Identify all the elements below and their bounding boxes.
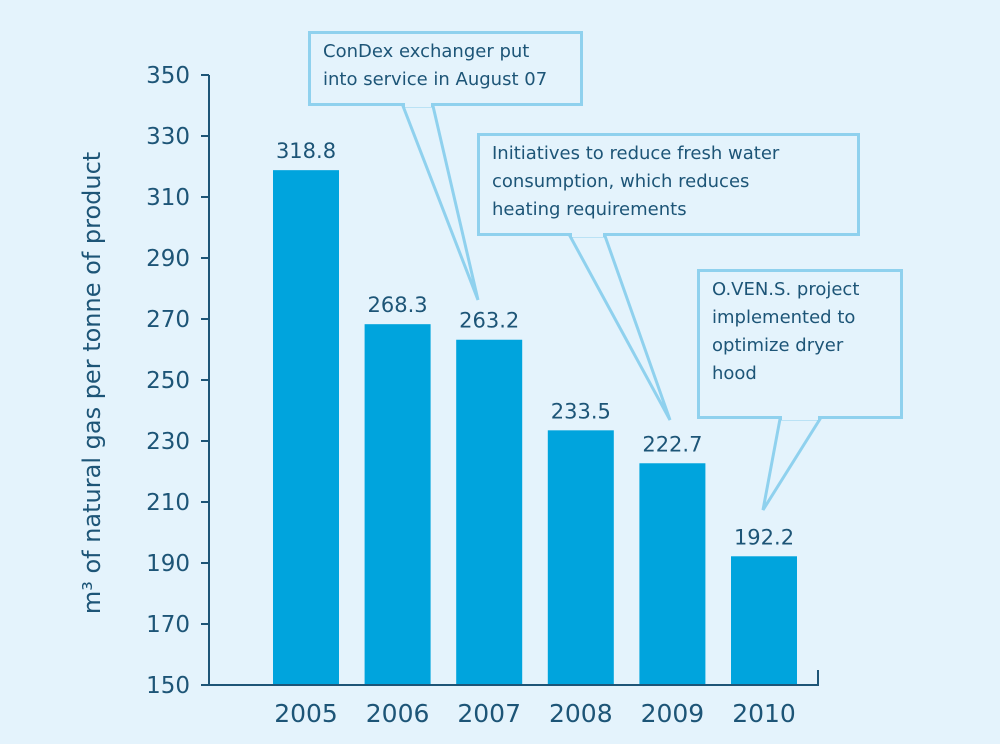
y-tick-label: 330 (146, 124, 190, 150)
data-label-2005: 318.8 (276, 139, 336, 163)
x-tick-labels: 2005 2006 2007 2008 2009 2010 (274, 699, 796, 728)
y-axis-label: m³ of natural gas per tonne of product (78, 152, 106, 614)
x-tick-label-2005: 2005 (274, 699, 338, 728)
y-tick-label: 190 (146, 551, 190, 577)
y-tick-label: 250 (146, 368, 190, 394)
callout-line: heating requirements (492, 199, 687, 220)
data-label-2007: 263.2 (459, 309, 519, 333)
callout-join-condex (405, 103, 431, 107)
callout-pointers (400, 104, 823, 511)
bar-2009 (639, 463, 706, 685)
callout-line: optimize dryer (712, 335, 844, 356)
x-tick-label-2010: 2010 (732, 699, 796, 728)
data-label-2008: 233.5 (551, 399, 611, 423)
y-tick-label: 150 (146, 673, 190, 699)
data-label-2010: 192.2 (734, 525, 794, 549)
callout-ovens: O.VEN.S. project implemented to optimize d… (697, 269, 903, 419)
bar-2010 (731, 556, 797, 685)
y-tick-label: 210 (146, 490, 190, 516)
callout-line: implemented to (712, 307, 856, 328)
callout-line: O.VEN.S. project (712, 279, 860, 300)
y-tick-label: 170 (146, 612, 190, 638)
x-tick-label-2006: 2006 (366, 699, 430, 728)
x-tick-label-2008: 2008 (549, 699, 613, 728)
x-tick-label-2009: 2009 (641, 699, 705, 728)
data-label-2009: 222.7 (642, 432, 702, 456)
callout-join-ovens (782, 416, 818, 420)
callout-line: into service in August 07 (323, 69, 548, 90)
data-labels: 318.8 268.3 263.2 233.5 222.7 192.2 (276, 139, 794, 549)
y-tick-label: 230 (146, 429, 190, 455)
y-tick-label: 290 (146, 246, 190, 272)
callout-line: Initiatives to reduce fresh water (492, 143, 780, 164)
callout-line: ConDex exchanger put (323, 41, 530, 62)
callout-water: Initiatives to reduce fresh water consump… (477, 133, 860, 236)
y-tick-label: 310 (146, 185, 190, 211)
callout-join-water (572, 233, 603, 237)
bar-2005 (273, 170, 339, 685)
callout-pointer-water (567, 234, 672, 421)
x-tick-label-2007: 2007 (457, 699, 521, 728)
y-tick-label: 270 (146, 307, 190, 333)
y-tick-label: 350 (146, 63, 190, 89)
bar-2007 (456, 339, 523, 685)
bars (273, 170, 797, 685)
callout-line: hood (712, 363, 757, 384)
bar-2006 (364, 324, 431, 685)
data-label-2006: 268.3 (368, 293, 428, 317)
bar-2008 (547, 430, 614, 685)
callout-pointer-ovens (761, 417, 823, 511)
x-axis-line (208, 670, 819, 686)
y-ticks: 150 170 190 210 230 250 270 290 310 330 350 (146, 63, 209, 699)
callout-pointer-condex (400, 104, 480, 301)
callout-condex: ConDex exchanger put into service in Augu… (308, 31, 583, 106)
callout-line: consumption, which reduces (492, 171, 750, 192)
